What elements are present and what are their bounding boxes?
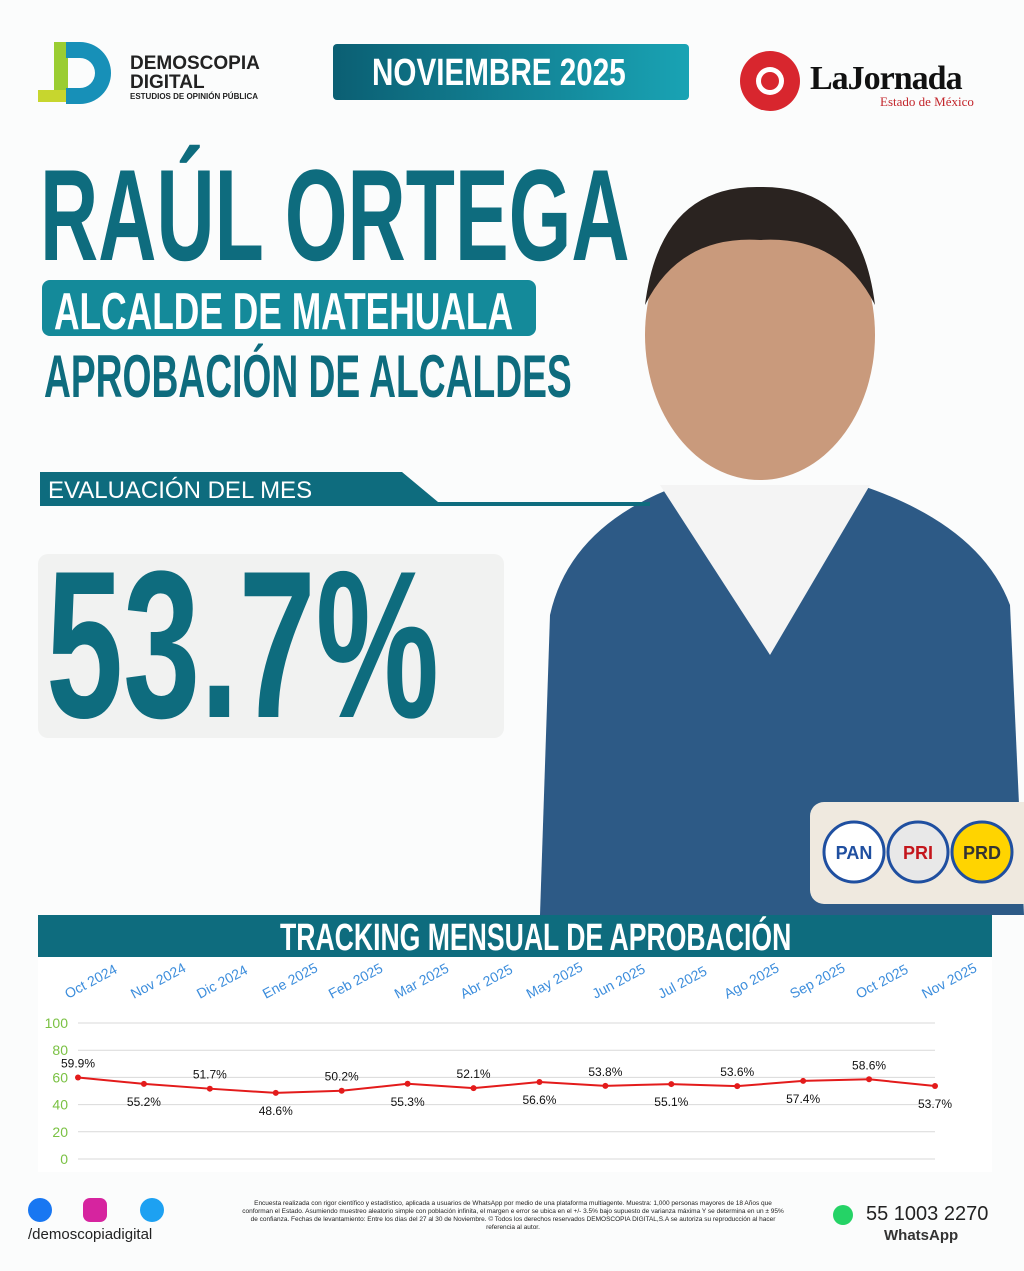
newspaper-subtitle: Estado de México [880,94,974,109]
data-line [77,1076,936,1094]
phone-label: WhatsApp [884,1227,959,1244]
month-label: EVALUACIÓN DEL MES [48,477,313,504]
data-point [404,1080,411,1087]
data-label: 53.7% [918,1097,952,1111]
role: ALCALDE DE MATEHUALA [54,283,513,341]
data-label: 52.1% [457,1067,491,1081]
newspaper-logo [740,51,800,111]
data-point [470,1085,477,1092]
y-tick-label: 40 [52,1097,68,1113]
data-point [734,1083,741,1090]
party-logo [886,820,950,884]
data-point [140,1080,147,1087]
data-label: 55.3% [391,1095,425,1109]
whatsapp-icon [833,1205,853,1225]
score: 53.7% [46,527,439,762]
phone: 55 1003 2270 [866,1203,989,1225]
data-label: 50.2% [325,1070,359,1084]
brand-subtitle: ESTUDIOS DE OPINIÓN PÚBLICA [130,92,259,101]
data-label: 58.6% [852,1058,886,1072]
y-tick-label: 100 [45,1015,69,1031]
newspaper: LaJornada [810,60,963,97]
party-name: PRD [963,843,1001,863]
party-logo [950,820,1014,884]
label-banner [40,472,650,506]
subtitle: APROBACIÓN DE ALCALDES [44,343,572,410]
data-label: 55.2% [127,1095,161,1109]
brand-logo [38,42,111,104]
social-icons [28,1198,164,1222]
chart-title: TRACKING MENSUAL DE APROBACIÓN [280,917,792,959]
data-label: 53.8% [588,1065,622,1079]
y-tick-label: 80 [52,1042,68,1058]
data-point [338,1087,345,1094]
data-label: 53.6% [720,1065,754,1079]
score-box [38,554,504,738]
month: NOVIEMBRE 2025 [372,52,626,94]
data-label: 51.7% [193,1068,227,1082]
data-point [75,1074,81,1081]
data-label: 55.1% [654,1095,688,1109]
data-point [272,1089,279,1096]
chart-background [38,957,992,1172]
data-point [602,1082,609,1089]
chart-title-bar [38,915,992,957]
data-point [206,1085,213,1092]
data-point [536,1079,543,1086]
data-point [866,1076,873,1083]
party-name: PAN [836,843,873,863]
role-badge [42,280,536,336]
y-tick-label: 0 [60,1151,68,1167]
month-badge [333,44,689,100]
data-label: 57.4% [786,1092,820,1106]
brand-name: DEMOSCOPIA DIGITAL [130,53,260,93]
party-logos: PAN PRI PRD [822,820,1014,884]
data-point [800,1077,807,1084]
data-label: 48.6% [259,1104,293,1118]
y-tick-label: 60 [52,1069,68,1085]
data-point [932,1082,938,1089]
data-label: 56.6% [522,1093,556,1107]
methodology-note: Encuesta realizada con rigor científico … [242,1200,784,1231]
data-point [668,1081,675,1088]
person-name: RAÚL ORTEGA [40,142,630,288]
party-name: PRI [903,843,933,863]
y-tick-label: 20 [52,1124,68,1140]
data-label: 59.9% [61,1057,95,1071]
social-handle: /demoscopiadigital [28,1226,153,1243]
party-logo [822,820,886,884]
